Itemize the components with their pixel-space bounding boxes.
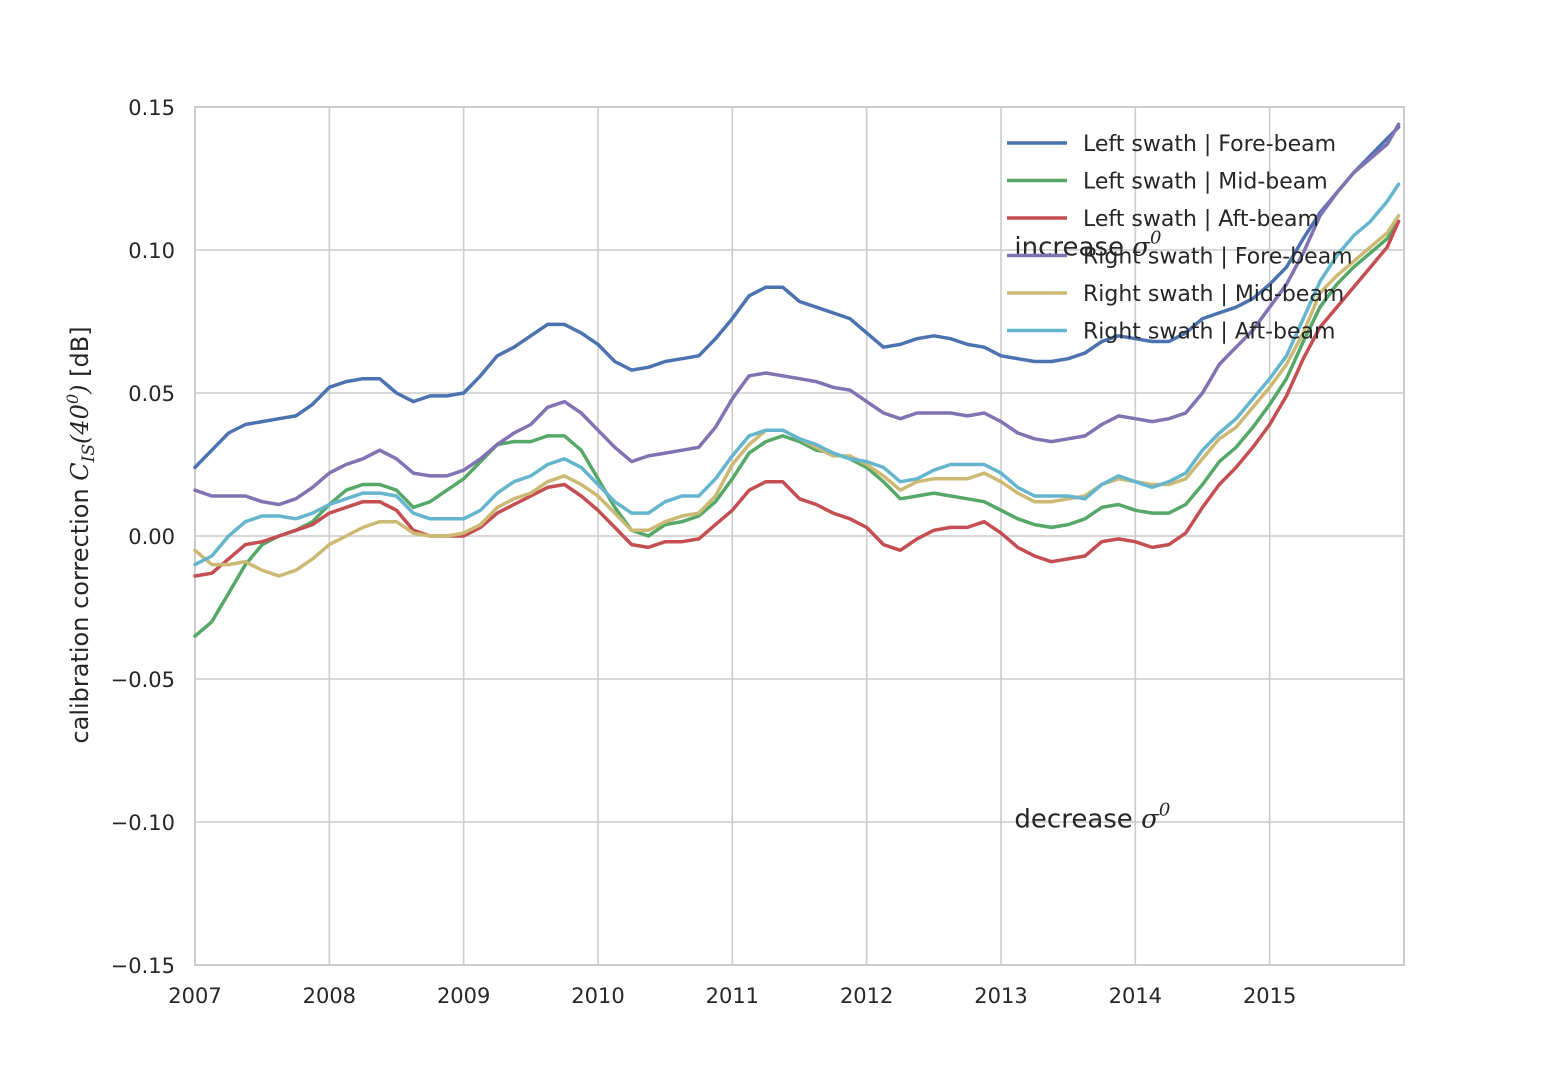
- annotations: increase σ0 decrease σ0: [1014, 228, 1170, 835]
- y-tick-label: −0.15: [111, 954, 175, 978]
- annotation-2: decrease σ0: [1014, 800, 1170, 835]
- series-line-1: [193, 125, 1401, 470]
- legend-entry-2: Left swath | Mid-beam: [1083, 170, 1328, 195]
- y-tick-label: −0.10: [111, 811, 175, 835]
- y-tick-label: 0.15: [128, 96, 175, 120]
- series-line-6: [193, 182, 1401, 567]
- plot-frame: [194, 106, 1405, 966]
- y-tick-label: 0.10: [128, 239, 175, 263]
- x-tick-label: 2015: [1243, 984, 1296, 1008]
- legend-entry-5: Right swath | Mid-beam: [1083, 282, 1344, 307]
- y-tick-label: −0.05: [111, 668, 175, 692]
- series-lines: [193, 122, 1401, 638]
- x-tick-label: 2011: [706, 984, 759, 1008]
- plot-border: [194, 106, 1405, 966]
- annotation-1: increase σ0: [1014, 228, 1161, 263]
- legend-entry-3: Left swath | Aft-beam: [1083, 207, 1319, 232]
- y-axis-label: calibration correction CIS(400) [dB]: [63, 326, 99, 743]
- x-tick-label: 2010: [571, 984, 624, 1008]
- x-tick-label: 2009: [437, 984, 490, 1008]
- series-line-4: [193, 122, 1401, 507]
- series-line-5: [193, 213, 1401, 578]
- x-tick-label: 2008: [303, 984, 356, 1008]
- legend-entry-6: Right swath | Aft-beam: [1083, 320, 1335, 345]
- x-tick-label: 2012: [840, 984, 893, 1008]
- y-tick-label: 0.05: [128, 382, 175, 406]
- legend: Left swath | Fore-beam Left swath | Mid-b…: [1007, 132, 1353, 345]
- x-tick-label: 2014: [1109, 984, 1162, 1008]
- legend-entry-4: Right swath | Fore-beam: [1083, 245, 1353, 270]
- y-axis-tick-labels: −0.15 −0.10 −0.05 0.00 0.05 0.10 0.15: [111, 96, 175, 978]
- x-tick-label: 2007: [168, 984, 221, 1008]
- legend-entry-1: Left swath | Fore-beam: [1083, 132, 1336, 157]
- grid: [194, 106, 1404, 966]
- series-line-3: [193, 219, 1401, 578]
- series-line-2: [193, 219, 1401, 638]
- x-tick-label: 2013: [974, 984, 1027, 1008]
- x-axis-tick-labels: 2007 2008 2009 2010 2011 2012 2013 2014 2015: [168, 984, 1296, 1008]
- y-tick-label: 0.00: [128, 525, 175, 549]
